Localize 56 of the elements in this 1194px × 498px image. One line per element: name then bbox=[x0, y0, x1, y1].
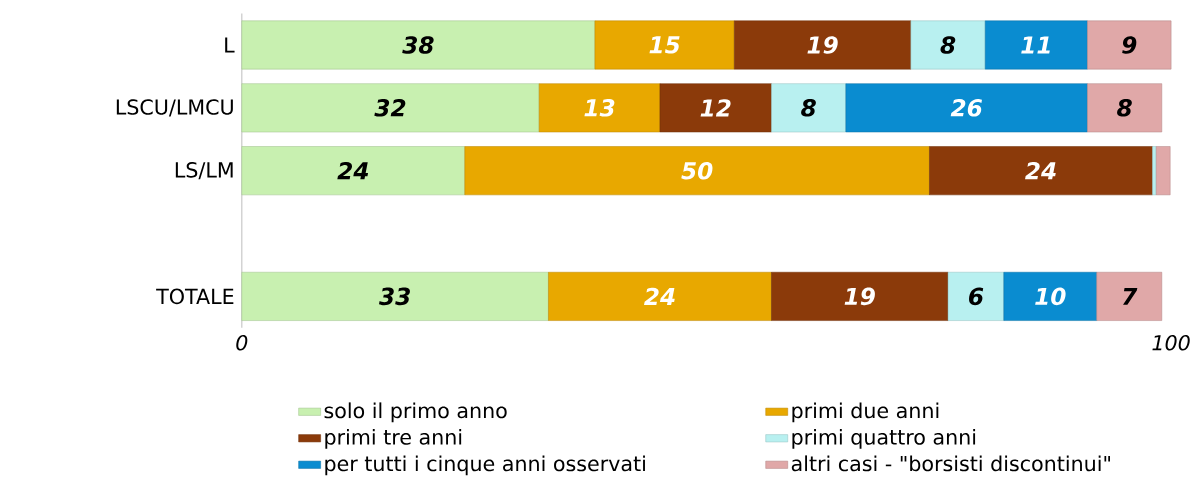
bar bbox=[241, 83, 540, 133]
data-label: 38 bbox=[402, 36, 434, 54]
data-label: 7 bbox=[1123, 287, 1138, 305]
bar bbox=[548, 271, 772, 321]
legend-label: primi quattro anni bbox=[792, 428, 976, 449]
y-tick-label: TOTALE bbox=[156, 288, 234, 305]
data-label: 11 bbox=[1021, 36, 1050, 54]
y-tick-label: L bbox=[225, 37, 235, 53]
bar bbox=[241, 20, 596, 70]
x-tick-label: 0 bbox=[236, 334, 248, 351]
bar bbox=[845, 83, 1088, 133]
data-label: 50 bbox=[681, 161, 713, 180]
x-tick-label: 100 bbox=[1152, 334, 1190, 351]
bar bbox=[1096, 271, 1163, 321]
data-label: 33 bbox=[378, 287, 410, 306]
y-tick-label: LS/LM bbox=[175, 162, 233, 180]
bar bbox=[464, 146, 930, 196]
data-label: 8 bbox=[940, 36, 956, 54]
bar bbox=[1087, 83, 1163, 133]
y-tick-label: LSCU/LMCU bbox=[116, 99, 233, 117]
data-label: 19 bbox=[844, 287, 875, 306]
bar bbox=[659, 83, 772, 133]
bar bbox=[1087, 20, 1172, 70]
legend-label: primi due anni bbox=[792, 402, 939, 423]
bar bbox=[241, 271, 549, 321]
bar bbox=[947, 271, 1005, 321]
data-label: 13 bbox=[584, 99, 615, 117]
bar bbox=[538, 83, 661, 133]
data-label: 8 bbox=[1117, 99, 1132, 117]
bar bbox=[594, 20, 735, 70]
data-label: 24 bbox=[337, 162, 369, 180]
data-label: 15 bbox=[649, 36, 680, 54]
data-label: 8 bbox=[801, 99, 816, 117]
data-label: 12 bbox=[700, 99, 731, 117]
data-label: 24 bbox=[644, 287, 675, 306]
data-label: 19 bbox=[807, 36, 838, 54]
legend-label: solo il primo anno bbox=[324, 402, 507, 423]
data-label: 32 bbox=[374, 99, 406, 117]
legend-label: primi tre anni bbox=[325, 428, 462, 449]
bar bbox=[241, 146, 466, 196]
bar bbox=[734, 20, 912, 70]
bar bbox=[1003, 271, 1098, 321]
data-label: 10 bbox=[1035, 287, 1066, 306]
data-label: 6 bbox=[969, 287, 984, 306]
bar bbox=[771, 271, 949, 321]
bar bbox=[1152, 146, 1157, 196]
bar bbox=[910, 20, 986, 70]
bar bbox=[1155, 146, 1171, 196]
data-label: 26 bbox=[950, 99, 982, 117]
bar bbox=[929, 146, 1153, 196]
legend-label: per tutti i cinque anni osservati bbox=[325, 455, 645, 476]
data-label: 9 bbox=[1122, 36, 1137, 54]
bar bbox=[771, 83, 847, 133]
bar bbox=[984, 20, 1088, 70]
data-label: 24 bbox=[1025, 162, 1056, 180]
legend-label: altri casi - "borsisti discontinui" bbox=[791, 455, 1110, 472]
